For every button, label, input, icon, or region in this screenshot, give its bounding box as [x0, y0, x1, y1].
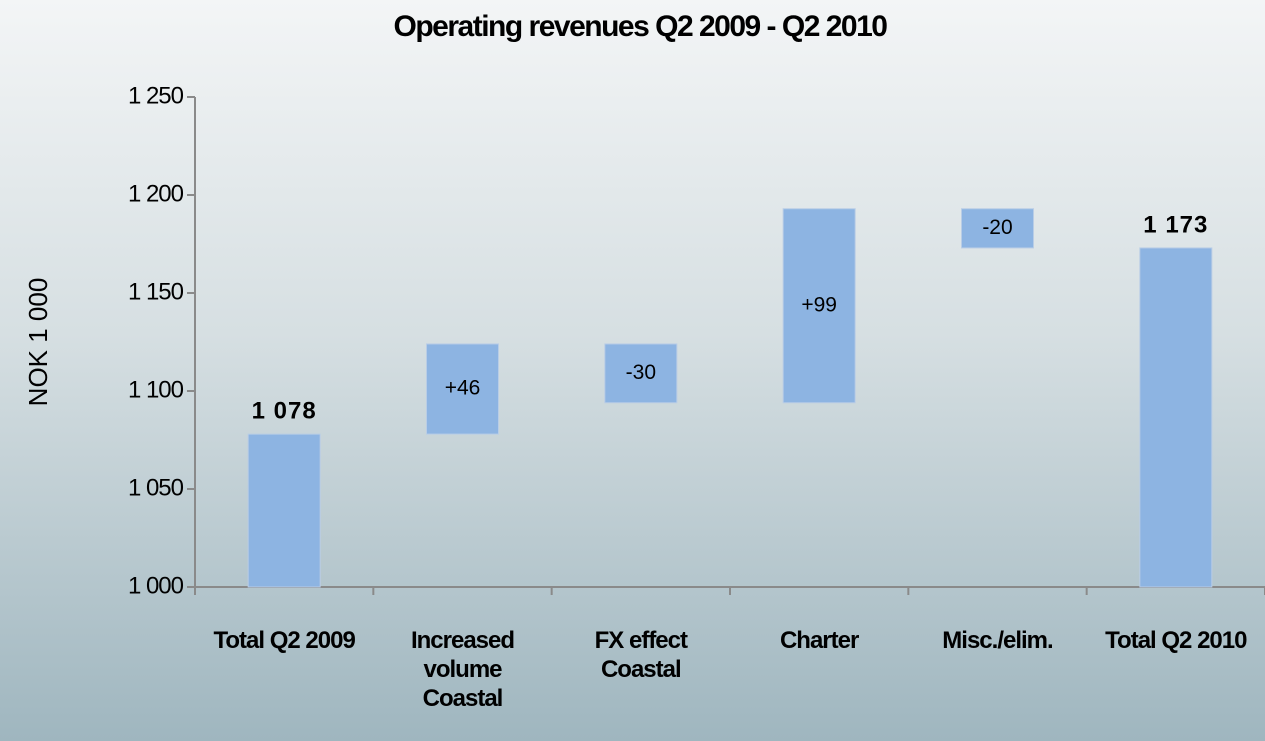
x-tick-label: FX effect Coastal — [594, 627, 688, 683]
y-tick-label: 1 050 — [128, 474, 184, 501]
x-tick-label: Misc./elim. — [942, 627, 1053, 654]
bar — [782, 208, 856, 404]
bar — [604, 343, 678, 404]
bar — [961, 208, 1034, 249]
x-tick-label: Charter — [779, 627, 859, 654]
bar — [1139, 247, 1213, 588]
data-label: +46 — [445, 377, 481, 400]
x-tick-label: Total Q2 2010 — [1105, 627, 1247, 654]
chart-title: Operating revenues Q2 2009 - Q2 2010 — [394, 10, 888, 43]
data-label: +99 — [801, 293, 837, 316]
y-tick-label: 1 000 — [128, 572, 184, 599]
y-tick-label: 1 250 — [128, 82, 184, 109]
y-tick-label: 1 100 — [128, 376, 184, 403]
data-label: 1 078 — [252, 397, 317, 424]
bar — [247, 433, 321, 588]
data-label: 1 173 — [1143, 211, 1208, 238]
bar — [426, 343, 499, 435]
y-tick-label: 1 200 — [128, 180, 184, 207]
y-axis-label: NOK 1 000 — [23, 278, 53, 407]
data-label: -20 — [982, 216, 1012, 239]
x-tick-label: Increased volume Coastal — [410, 627, 515, 712]
y-tick-label: 1 150 — [128, 278, 184, 305]
x-tick-label: Total Q2 2009 — [213, 627, 356, 654]
data-label: -30 — [626, 361, 656, 384]
